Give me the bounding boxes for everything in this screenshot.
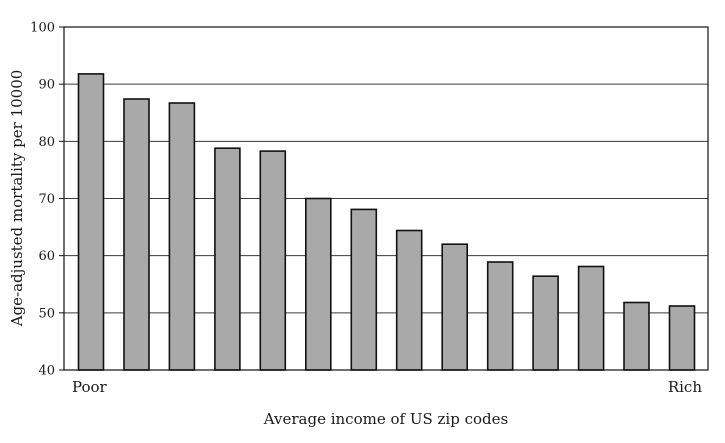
bar [623,301,650,371]
bars [77,73,696,371]
y-tick-label: 50 [38,306,55,321]
bar [350,208,378,371]
y-tick-label: 100 [30,21,55,36]
y-tick-label: 40 [38,364,55,379]
y-tick-label: 90 [38,78,55,93]
y-tick-label: 60 [38,249,55,264]
x-axis-left-label: Poor [72,378,108,396]
bar [77,73,105,371]
bar [214,147,241,371]
x-axis-right-label: Rich [668,378,702,396]
bar [441,243,469,371]
bar [532,275,559,371]
y-tick-label: 70 [38,192,55,207]
bar [259,150,287,371]
bar [123,98,150,371]
y-axis-ticks: 40 50 60 70 80 90 100 [30,21,64,379]
bar [668,305,696,371]
bar [168,102,196,371]
gridlines [64,83,708,314]
bar [486,261,514,371]
y-tick-label: 80 [38,135,55,150]
bar [304,197,332,371]
x-axis-label: Average income of US zip codes [263,410,508,428]
bar [395,229,423,371]
y-axis-label: Age-adjusted mortality per 10000 [8,70,26,328]
bar [577,265,605,371]
